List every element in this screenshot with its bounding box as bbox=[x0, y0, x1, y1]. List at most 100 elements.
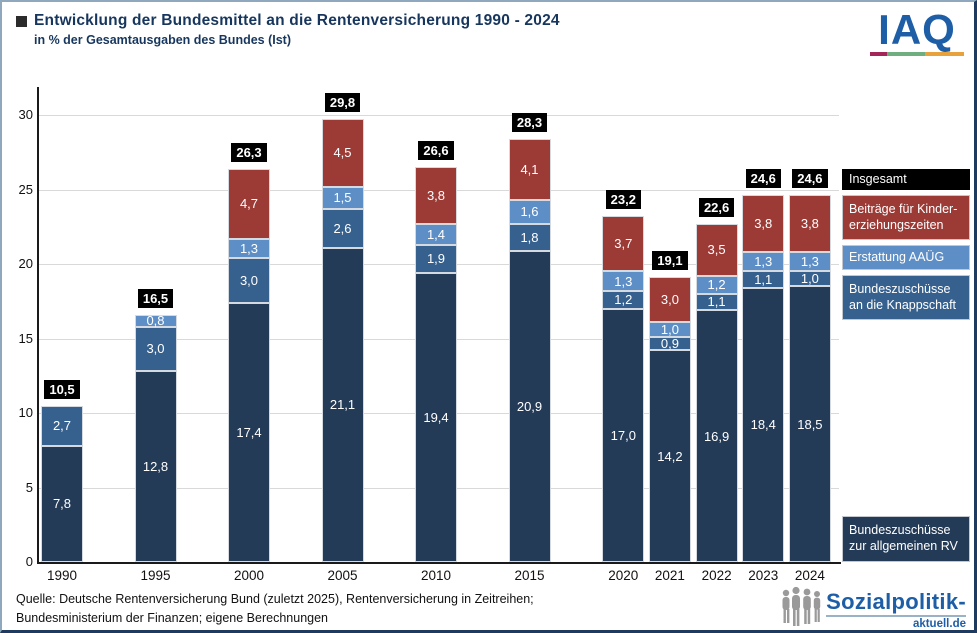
sozialpolitik-logo: Sozialpolitik- aktuell.de bbox=[780, 586, 966, 630]
y-axis-label: 10 bbox=[18, 405, 33, 420]
sozialpolitik-title: Sozialpolitik- bbox=[826, 591, 966, 617]
legend-knappschaft: Bundeszuschüsse an die Knappschaft bbox=[842, 275, 970, 320]
bar-segment: 1,3 bbox=[742, 252, 785, 272]
segment-value-label: 3,0 bbox=[146, 341, 165, 357]
total-label: 24,6 bbox=[770, 169, 850, 189]
segment-value-label: 3,8 bbox=[754, 216, 773, 232]
total-label-value: 29,8 bbox=[324, 93, 361, 113]
y-axis-label: 25 bbox=[18, 181, 33, 197]
x-axis-label: 2015 bbox=[514, 568, 545, 583]
segment-value-label: 19,4 bbox=[423, 409, 449, 425]
people-silhouettes-icon bbox=[782, 586, 821, 626]
bar-segment: 17,4 bbox=[228, 302, 270, 562]
iaq-logo: IAQ bbox=[870, 6, 964, 57]
total-label-value: 10,5 bbox=[44, 379, 80, 399]
y-axis-label: 30 bbox=[18, 107, 33, 122]
bar-segment: 1,9 bbox=[415, 244, 457, 273]
x-axis-label: 2023 bbox=[748, 568, 779, 583]
x-axis-label: 2000 bbox=[233, 568, 265, 583]
bar-segment: 1,6 bbox=[508, 199, 551, 224]
iaq-bar-segment-green bbox=[886, 52, 926, 57]
total-label-value: 19,1 bbox=[652, 251, 688, 271]
bar-segment: 4,1 bbox=[508, 138, 551, 200]
total-label: 24,6 bbox=[723, 169, 803, 189]
x-axis-label: 2024 bbox=[794, 568, 825, 583]
y-axis-label: 20 bbox=[18, 256, 33, 271]
header: Entwicklung der Bundesmittel an die Rent… bbox=[16, 12, 560, 30]
total-label-value: 16,5 bbox=[137, 288, 174, 308]
x-axis-label: 2022 bbox=[701, 568, 732, 583]
segment-value-label: 1,1 bbox=[754, 272, 773, 288]
segment-value-label: 1,3 bbox=[754, 254, 773, 270]
segment-value-label: 1,2 bbox=[707, 277, 726, 293]
bar-segment: 4,7 bbox=[228, 168, 270, 239]
total-label-value: 26,3 bbox=[231, 142, 267, 162]
total-label: 26,3 bbox=[209, 142, 289, 162]
total-label-value: 23,2 bbox=[605, 190, 641, 210]
segment-value-label: 4,1 bbox=[520, 161, 539, 177]
segment-value-label: 1,5 bbox=[333, 190, 352, 206]
segment-value-label: 0,8 bbox=[146, 313, 165, 329]
bar-segment: 1,4 bbox=[415, 223, 457, 245]
bar-segment: 18,4 bbox=[742, 287, 785, 562]
bar-segment: 7,8 bbox=[41, 445, 83, 562]
segment-value-label: 1,2 bbox=[614, 292, 633, 308]
source-line-2: Bundesministerium der Finanzen; eigene B… bbox=[16, 611, 328, 625]
segment-value-label: 1,3 bbox=[614, 273, 633, 289]
bar-segment: 3,0 bbox=[648, 277, 691, 323]
bar-segment: 1,1 bbox=[695, 293, 738, 311]
x-axis-label: 2020 bbox=[608, 568, 639, 583]
bar-segment: 16,9 bbox=[695, 310, 738, 562]
legend-kindererziehungszeiten: Beiträge für Kinder-erziehungszeiten bbox=[842, 195, 970, 240]
total-label: 29,8 bbox=[303, 93, 383, 113]
page-title: Entwicklung der Bundesmittel an die Rent… bbox=[34, 12, 560, 29]
total-label: 28,3 bbox=[490, 112, 570, 132]
source-line-1: Quelle: Deutsche Rentenversicherung Bund… bbox=[16, 592, 534, 606]
x-axis-label: 2010 bbox=[420, 568, 452, 583]
segment-value-label: 0,9 bbox=[660, 336, 679, 352]
total-label-value: 24,6 bbox=[792, 169, 828, 189]
bar-segment: 19,4 bbox=[415, 272, 457, 562]
segment-value-label: 21,1 bbox=[329, 397, 356, 413]
gridline bbox=[39, 115, 839, 116]
segment-value-label: 1,0 bbox=[660, 322, 679, 338]
iaq-bar-segment-red bbox=[870, 52, 887, 57]
segment-value-label: 2,7 bbox=[52, 418, 72, 434]
segment-value-label: 1,0 bbox=[800, 271, 819, 287]
y-axis-label: 15 bbox=[18, 330, 33, 346]
bar-segment: 1,8 bbox=[508, 223, 551, 251]
segment-value-label: 1,9 bbox=[426, 251, 446, 267]
segment-value-label: 1,8 bbox=[520, 229, 539, 245]
title-bullet-icon bbox=[16, 16, 27, 27]
bar-segment: 3,8 bbox=[788, 195, 831, 253]
segment-value-label: 1,1 bbox=[707, 294, 726, 310]
sozialpolitik-domain: aktuell.de bbox=[912, 618, 966, 630]
bar-segment: 1,0 bbox=[648, 322, 691, 338]
bar-segment: 2,7 bbox=[41, 405, 83, 446]
segment-value-label: 1,6 bbox=[520, 204, 539, 220]
segment-value-label: 4,5 bbox=[333, 145, 352, 161]
bar-segment: 3,5 bbox=[695, 223, 738, 276]
legend-erstattung-aaug: Erstattung AAÜG bbox=[842, 245, 970, 270]
bar-segment: 14,2 bbox=[648, 350, 691, 562]
sozialpolitik-text-block: Sozialpolitik- aktuell.de bbox=[826, 591, 966, 630]
bar-segment: 0,9 bbox=[648, 336, 691, 352]
y-axis-line bbox=[37, 87, 39, 564]
total-label-value: 28,3 bbox=[511, 112, 548, 132]
bar-segment: 4,5 bbox=[321, 119, 364, 187]
x-axis-label: 2005 bbox=[327, 568, 358, 583]
total-label-value: 26,6 bbox=[418, 141, 454, 161]
iaq-logo-bar bbox=[870, 52, 964, 57]
total-label-value: 22,6 bbox=[698, 197, 735, 217]
page-subtitle: in % der Gesamtausgaben des Bundes (Ist) bbox=[34, 33, 292, 47]
segment-value-label: 17,4 bbox=[236, 424, 262, 440]
bar-segment: 12,8 bbox=[134, 371, 177, 562]
segment-value-label: 20,9 bbox=[516, 398, 543, 414]
segment-value-label: 16,9 bbox=[703, 428, 730, 444]
x-axis-line bbox=[37, 562, 841, 564]
x-axis-label: 1995 bbox=[140, 568, 171, 583]
iaq-logo-text: IAQ bbox=[878, 6, 956, 53]
y-axis-label: 5 bbox=[25, 479, 33, 495]
bar-segment: 1,3 bbox=[788, 252, 831, 272]
